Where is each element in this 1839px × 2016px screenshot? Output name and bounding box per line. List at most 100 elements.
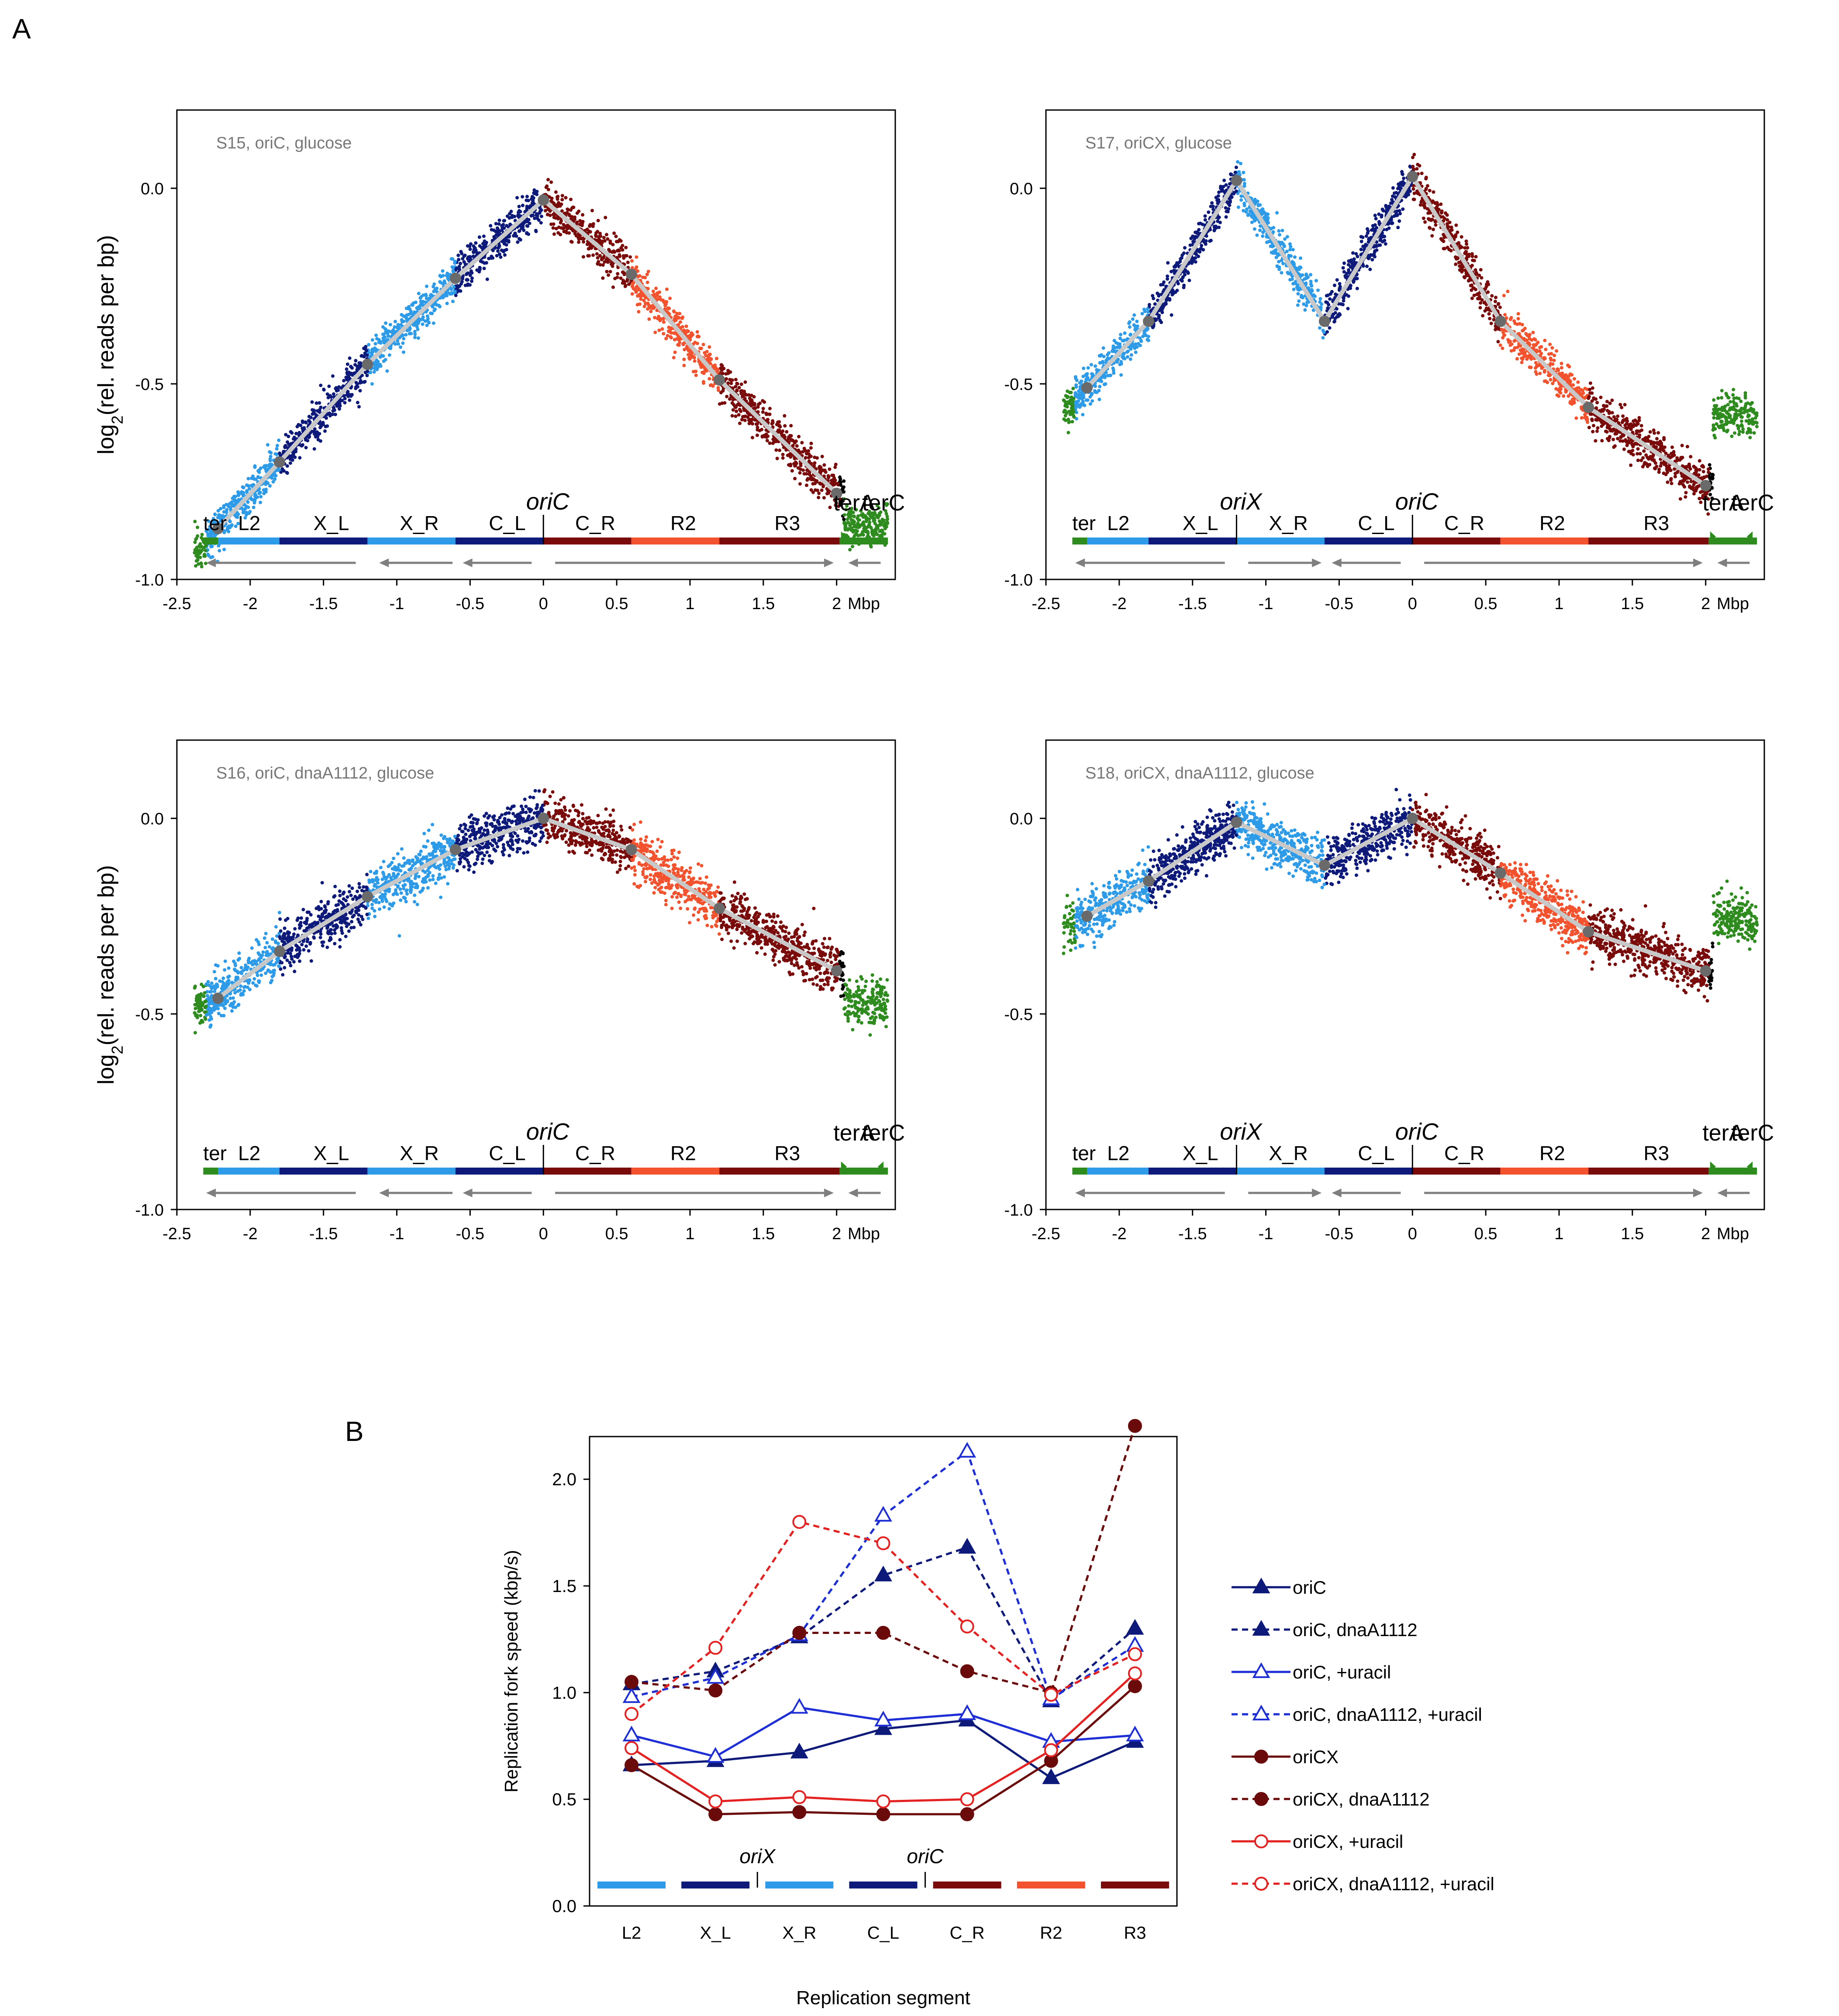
data-point [653, 316, 657, 320]
data-point [804, 456, 807, 460]
data-point [832, 483, 836, 487]
data-point [1292, 262, 1296, 266]
data-point [804, 472, 808, 476]
data-point [319, 439, 322, 443]
data-point [1118, 336, 1122, 340]
data-point [204, 562, 207, 565]
data-point [1591, 386, 1594, 390]
data-point [1397, 219, 1401, 223]
data-point [381, 336, 385, 340]
data-point [1066, 389, 1070, 393]
data-point [1333, 283, 1336, 287]
data-point [328, 412, 332, 416]
data-point [544, 209, 547, 213]
data-point [1454, 262, 1458, 266]
data-point [298, 456, 302, 460]
data-point [356, 385, 359, 389]
data-point [1555, 349, 1559, 353]
data-point [846, 527, 850, 531]
data-point [828, 467, 832, 471]
data-point [604, 216, 607, 220]
data-point [445, 294, 449, 298]
data-point [636, 294, 639, 298]
data-point [194, 554, 198, 558]
x-tick-label: 1 [685, 595, 694, 613]
data-point [862, 520, 866, 524]
data-point [1517, 352, 1521, 356]
data-point [501, 223, 505, 227]
data-point [343, 396, 347, 400]
data-point [426, 319, 430, 323]
data-point [468, 283, 472, 287]
data-point [311, 408, 314, 412]
fit-point [714, 374, 725, 386]
data-point [338, 402, 342, 406]
data-point [693, 359, 697, 363]
data-point [1639, 424, 1643, 427]
data-point [777, 428, 781, 432]
segment-bar [543, 538, 631, 544]
data-point [1494, 327, 1497, 331]
data-point [347, 375, 351, 379]
data-point [355, 368, 359, 372]
y-tick-label: -1.0 [1004, 571, 1033, 589]
data-point [222, 548, 226, 551]
data-point [342, 394, 346, 398]
data-point [341, 384, 345, 388]
data-point [1689, 455, 1693, 458]
data-point [277, 438, 281, 442]
data-point [868, 524, 872, 528]
data-point [1618, 403, 1622, 407]
data-point [1075, 410, 1079, 414]
data-point [781, 452, 785, 456]
data-point [1399, 186, 1403, 190]
data-point [827, 475, 831, 479]
data-point [224, 503, 228, 507]
data-point [528, 221, 531, 225]
data-point [570, 215, 574, 219]
data-point [280, 467, 284, 471]
data-point [525, 231, 529, 235]
data-point [1352, 257, 1356, 261]
data-point [721, 389, 725, 393]
data-point [1341, 303, 1345, 307]
data-point [842, 479, 846, 483]
data-point [1428, 189, 1432, 193]
data-point [1277, 229, 1281, 233]
data-point [1067, 420, 1071, 424]
data-point [560, 198, 564, 202]
data-point [363, 380, 367, 383]
data-point [402, 350, 406, 354]
data-point [699, 365, 703, 369]
data-point [1463, 246, 1467, 250]
data-point [554, 190, 558, 194]
data-point [1211, 207, 1215, 211]
data-point [314, 401, 318, 405]
data-point [393, 320, 397, 324]
data-point [500, 248, 504, 252]
data-point [1553, 354, 1556, 357]
data-point [323, 429, 327, 433]
data-point [818, 465, 821, 469]
fit-line [216, 197, 838, 530]
data-point [692, 356, 696, 359]
data-point [247, 511, 251, 515]
data-point [861, 533, 865, 537]
data-point [1651, 453, 1655, 457]
data-point [345, 367, 348, 371]
data-point [1354, 252, 1358, 256]
data-point [332, 392, 335, 396]
data-point [1636, 458, 1640, 462]
data-point [652, 304, 655, 308]
data-point [1186, 271, 1190, 275]
segment-label: X_L [314, 512, 349, 534]
data-point [846, 520, 850, 524]
data-point [464, 272, 468, 276]
data-point [1699, 500, 1703, 504]
data-point [216, 509, 220, 513]
data-point [720, 368, 724, 372]
data-point [809, 476, 813, 479]
data-point [1629, 463, 1633, 467]
data-point [209, 555, 213, 559]
